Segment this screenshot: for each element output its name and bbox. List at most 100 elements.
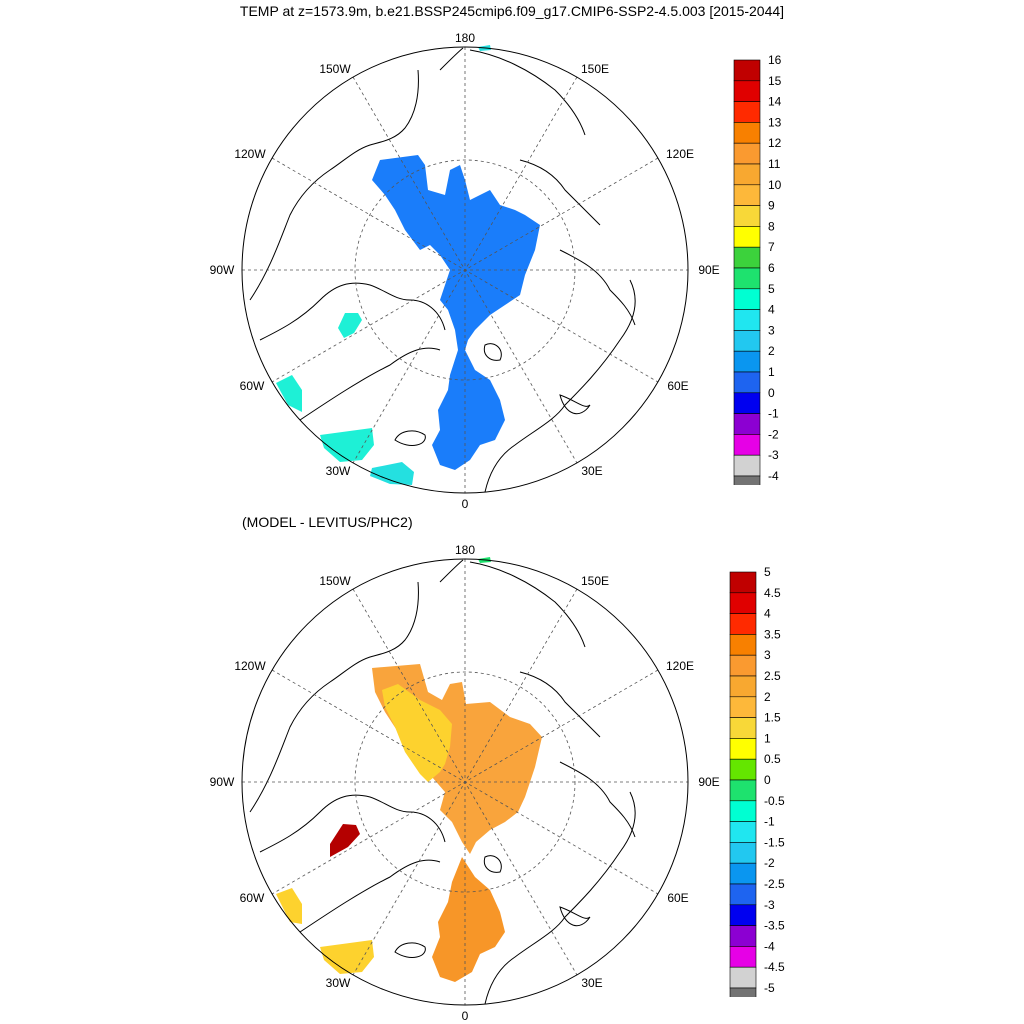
lon-label: 60W [240,891,265,905]
lon-label: 120E [666,659,694,673]
colorbar-label: -2 [764,856,775,870]
top-fill-cyan-c [320,428,374,462]
bottom-fill-yellow-b [320,940,374,974]
colorbar-label: 4 [768,303,775,317]
colorbar-swatch [729,883,757,906]
lon-label: 90W [210,263,235,277]
bottom-coastlines [249,559,636,1005]
colorbar-label: -3.5 [764,919,785,933]
bottom-map-boundary [241,558,689,1006]
colorbar-label: 0 [768,386,775,400]
lon-label: 150W [319,62,351,76]
colorbar-label: -5 [764,981,775,995]
colorbar-swatch [733,226,761,248]
lon-label: 30W [326,464,351,478]
colorbar-label: -1.5 [764,835,785,849]
top-polar-map: 180 0 90W 90E 150W 150E 120W 120E 60W 60… [210,31,720,511]
lon-label: 30W [326,976,351,990]
colorbar-label: 1 [764,731,771,745]
colorbar-swatch [729,654,757,677]
colorbar-label: -4 [768,469,779,483]
colorbar-swatch [733,350,761,373]
top-fill-cyan-a [338,313,362,338]
colorbar-label: -0.5 [764,794,785,808]
colorbar-swatch [733,59,761,82]
colorbar-swatch [729,966,757,989]
colorbar-swatch [733,142,761,165]
colorbar-label: -2 [768,427,779,441]
colorbar-label: 0 [764,773,771,787]
top-fill-cyan-b [276,375,302,412]
colorbar-swatch [733,267,761,290]
colorbar-swatch [733,80,761,102]
colorbar-label: 6 [768,261,775,275]
lon-label: 90W [210,775,235,789]
colorbar-label: 7 [768,240,775,254]
plot-subtitle: (MODEL - LEVITUS/PHC2) [242,514,413,530]
top-data-fill [276,45,540,485]
top-fill-cyan-d [370,462,414,485]
colorbar-label: -4 [764,939,775,953]
colorbar-swatch [733,184,761,206]
colorbar-label: 12 [768,136,782,150]
colorbar-swatch [733,454,761,477]
colorbar-swatch [733,101,761,123]
colorbar-swatch [733,475,761,485]
lon-label: 30E [581,464,602,478]
colorbar-label: 5 [764,567,771,579]
bottom-colorbar: 5 4.5 4 3.5 3 2.5 2 1.5 1 0.5 0 -0.5 -1 -1.5 -2 -2.5 -3 -… [729,567,785,997]
top-coastlines [249,47,636,493]
lon-label: 150W [319,574,351,588]
colorbar-label: 2 [764,690,771,704]
colorbar-swatch [729,738,757,760]
colorbar-label: 0.5 [764,752,781,766]
colorbar-swatch [733,309,761,331]
colorbar-swatch [729,987,757,997]
lon-label: 60E [667,891,688,905]
colorbar-swatch [729,592,757,614]
bottom-graticule [242,559,688,1005]
colorbar-label: 3 [768,323,775,337]
colorbar-swatch [729,717,757,739]
colorbar-label: 1 [768,365,775,379]
plot-title: TEMP at z=1573.9m, b.e21.BSSP245cmip6.f0… [239,3,785,19]
bottom-lon-labels: 180 0 90W 90E 150W 150E 120W 120E 60W 60… [210,543,720,1023]
colorbar-label: -1 [764,815,775,829]
colorbar-label: -3 [768,448,779,462]
lon-label: 150E [581,62,609,76]
colorbar-swatch [729,800,757,822]
colorbar-swatch [733,392,761,414]
colorbar-label: 8 [768,219,775,233]
colorbar-swatch [729,696,757,718]
colorbar-label: 2 [768,344,775,358]
colorbar-swatch [733,413,761,435]
colorbar-swatch [733,330,761,352]
colorbar-label: -1 [768,407,779,421]
colorbar-swatch [729,821,757,843]
colorbar-label: -3 [764,898,775,912]
colorbar-swatch [729,925,757,947]
colorbar-label: 16 [768,55,782,67]
bottom-fill-red [330,824,360,857]
colorbar-label: 11 [768,157,781,171]
lon-label: 180 [455,543,475,557]
lon-label: 0 [462,497,469,511]
colorbar-swatch [733,371,761,394]
colorbar-swatch [729,779,757,802]
lon-label: 0 [462,1009,469,1023]
top-lon-labels: 180 0 90W 90E 150W 150E 120W 120E 60W 60… [210,31,720,511]
lon-label: 90E [698,775,719,789]
colorbar-label: 9 [768,199,775,213]
colorbar-label: 10 [768,178,782,192]
colorbar-swatch [733,205,761,227]
lon-label: 30E [581,976,602,990]
colorbar-label: 3 [764,648,771,662]
colorbar-swatch [729,634,757,656]
colorbar-swatch [733,246,761,269]
lon-label: 120E [666,147,694,161]
lon-label: 120W [234,147,266,161]
colorbar-swatch [729,842,757,864]
colorbar-label: 1.5 [764,711,781,725]
lon-label: 60E [667,379,688,393]
lon-label: 120W [234,659,266,673]
